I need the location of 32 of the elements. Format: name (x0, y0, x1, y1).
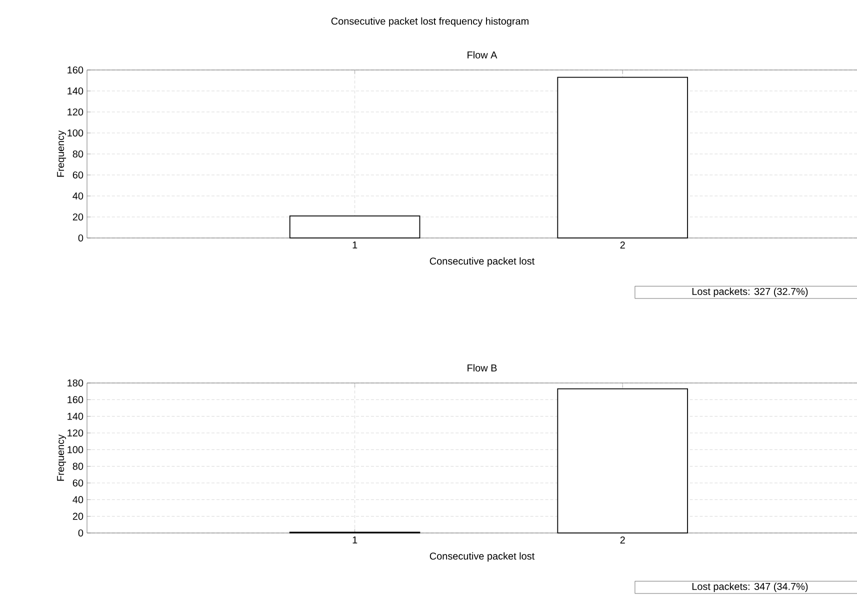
text: Lost packets: 327 (32.7%) (692, 288, 808, 297)
y-tick-label: 160 (68, 66, 84, 74)
y-axis-title: Frequency (57, 130, 66, 177)
y-tick-label: 100 (68, 129, 84, 137)
y-tick-label: 0 (78, 234, 84, 242)
x-axis-title: Consecutive packet lost (430, 257, 535, 267)
y-tick-label: 40 (72, 496, 84, 504)
x-tick-label: 2 (620, 536, 625, 544)
y-tick-label: 180 (68, 379, 84, 387)
y-tick-label: 140 (68, 412, 84, 420)
y-tick-label: 140 (68, 87, 84, 95)
y-tick-label: 120 (68, 108, 84, 116)
chart-title: Consecutive packet lost frequency histogram (331, 17, 528, 27)
y-tick-label: 160 (68, 396, 84, 404)
y-tick-label: 20 (72, 213, 84, 221)
x-tick-label: 2 (620, 242, 625, 248)
y-tick-label: 40 (72, 192, 84, 200)
y-tick-label: 60 (72, 479, 84, 487)
y-axis-title: Frequency (57, 434, 66, 481)
text: Lost packets: 347 (34.7%) (692, 582, 808, 592)
y-tick-label: 120 (68, 429, 84, 437)
y-tick-label: 80 (72, 462, 84, 470)
chart-subtitle: Flow A (468, 51, 498, 58)
chart-title: Flow B (468, 364, 497, 372)
y-tick-label: 20 (72, 512, 84, 520)
x-tick-label: 1 (352, 242, 358, 248)
y-tick-label: 100 (68, 446, 84, 454)
y-tick-label: 80 (72, 150, 84, 158)
x-axis-title: Consecutive packet lost (430, 552, 535, 562)
y-tick-label: 0 (78, 529, 84, 537)
y-tick-label: 60 (72, 171, 84, 179)
x-tick-label: 1 (352, 536, 358, 544)
